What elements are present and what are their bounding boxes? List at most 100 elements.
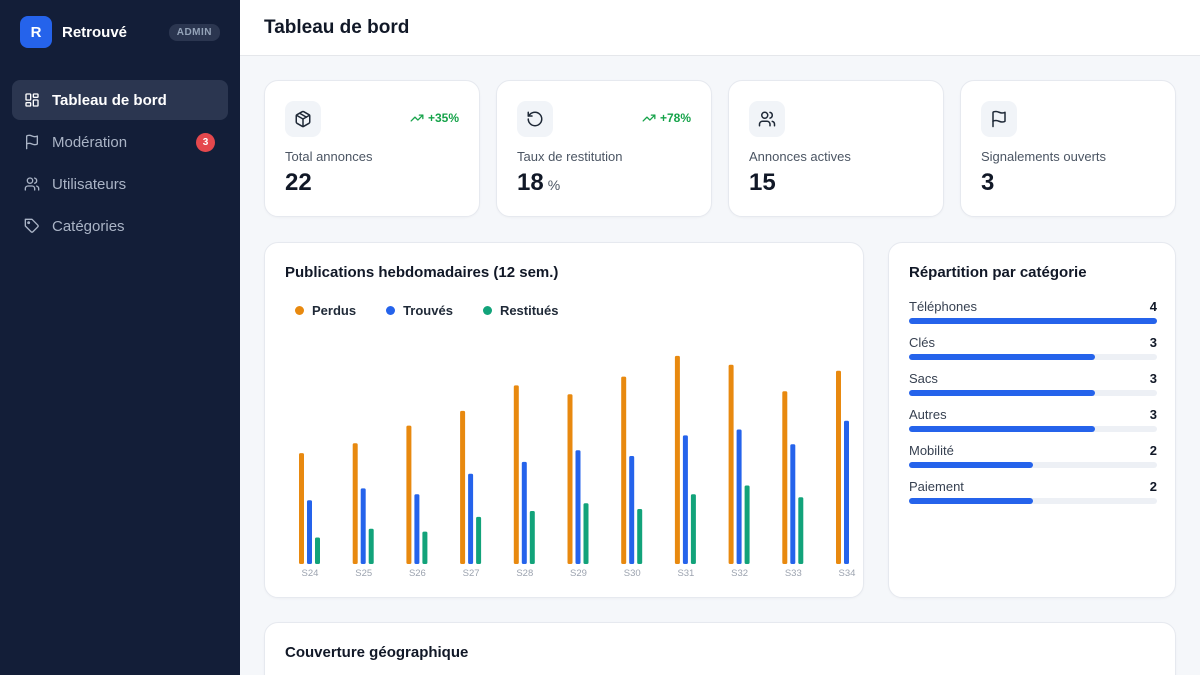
bar-perdus-s30	[621, 376, 627, 564]
stat-number: 3	[981, 169, 995, 196]
category-bar-track	[909, 498, 1157, 504]
category-bar-fill	[909, 354, 1095, 360]
bar-perdus-s28	[513, 385, 519, 564]
category-bar-track	[909, 462, 1157, 468]
bar-perdus-s34	[836, 370, 841, 564]
stat-card-active: Annonces actives 15	[728, 80, 944, 217]
category-bar-fill	[909, 498, 1033, 504]
stat-card-restitution: +78% Taux de restitution 18%	[496, 80, 712, 217]
category-bar-fill	[909, 318, 1157, 324]
chart-title: Publications hebdomadaires (12 sem.)	[285, 264, 559, 281]
bar-trouvés-s29	[575, 450, 581, 564]
legend-item-perdus: Perdus	[295, 303, 356, 318]
tag-icon	[24, 218, 39, 233]
category-bar-fill	[909, 390, 1095, 396]
category-bar-track	[909, 426, 1157, 432]
bar-trouvés-s25	[360, 488, 366, 564]
stat-label: Signalements ouverts	[981, 149, 1107, 164]
legend-label: Perdus	[312, 303, 357, 318]
bar-perdus-s31	[674, 355, 680, 564]
category-count: 2	[1149, 443, 1157, 458]
x-tick-label: S32	[731, 568, 748, 579]
category-name: Mobilité	[909, 443, 954, 458]
bar-trouvés-s34	[844, 420, 849, 564]
category-row: Autres 3	[909, 407, 1157, 443]
geographic-coverage-card: Couverture géographique	[264, 622, 1176, 675]
category-name: Autres	[909, 407, 947, 422]
legend-dot	[482, 306, 492, 315]
stat-value: 18%	[517, 169, 560, 197]
trend-indicator: +78%	[642, 111, 691, 125]
bar-restitués-s26	[422, 531, 428, 564]
users-icon	[24, 177, 40, 191]
stat-card-reports: Signalements ouverts 3	[960, 80, 1176, 217]
stat-value: 22	[285, 169, 312, 197]
sidebar-item-label: Utilisateurs	[52, 175, 127, 193]
brand-name: Retrouvé	[62, 23, 128, 41]
sidebar-item-categories[interactable]: Catégories	[12, 206, 228, 246]
bar-perdus-s29	[567, 394, 573, 564]
bar-restitués-s28	[529, 511, 535, 564]
sidebar-item-users[interactable]: Utilisateurs	[12, 164, 228, 204]
category-row: Sacs 3	[909, 371, 1157, 407]
bar-perdus-s25	[352, 443, 358, 564]
category-bar-track	[909, 318, 1157, 324]
x-tick-label: S24	[302, 568, 319, 579]
category-row: Téléphones 4	[909, 299, 1157, 335]
bar-perdus-s26	[406, 425, 412, 564]
category-count: 3	[1149, 371, 1157, 386]
legend-dot	[386, 306, 396, 315]
bar-restitués-s33	[798, 497, 804, 564]
sidebar-item-label: Catégories	[52, 217, 125, 235]
sidebar-item-dashboard[interactable]: Tableau de bord	[12, 80, 228, 120]
category-count: 4	[1149, 299, 1157, 314]
flag-icon	[992, 110, 1006, 128]
category-count: 2	[1149, 479, 1157, 494]
brand[interactable]: R Retrouvé ADMIN	[20, 16, 220, 48]
stat-label: Total annonces	[285, 149, 373, 164]
legend-item-trouves: Trouvés	[386, 303, 453, 318]
bar-restitués-s24	[315, 537, 320, 564]
rotate-icon	[527, 111, 543, 127]
sidebar-nav: Tableau de bord Modération 3 Utilisateur…	[12, 80, 228, 248]
bar-trouvés-s24	[307, 500, 312, 564]
stat-label: Annonces actives	[749, 149, 851, 164]
category-row: Clés 3	[909, 335, 1157, 371]
top-header: Tableau de bord	[240, 0, 1200, 56]
bar-restitués-s31	[690, 494, 696, 564]
category-count: 3	[1149, 335, 1157, 350]
category-bar-track	[909, 390, 1157, 396]
category-list: Téléphones 4 Clés 3 Sacs 3 Autres 3 Mobi…	[909, 299, 1157, 515]
stat-unit: %	[547, 177, 561, 193]
bar-trouvés-s28	[521, 461, 527, 564]
category-row: Mobilité 2	[909, 443, 1157, 479]
bar-trouvés-s32	[736, 429, 742, 564]
category-name: Clés	[909, 335, 936, 350]
bar-trouvés-s27	[468, 473, 474, 564]
legend-item-restitues: Restitués	[482, 303, 558, 318]
category-count: 3	[1149, 407, 1157, 422]
bar-perdus-s24	[299, 453, 304, 564]
category-name: Téléphones	[909, 299, 977, 314]
x-tick-label: S26	[409, 568, 426, 579]
stat-number: 18	[517, 169, 544, 196]
x-tick-label: S27	[463, 568, 480, 579]
sidebar: R Retrouvé ADMIN Tableau de bord Modérat…	[0, 0, 240, 675]
users-icon	[758, 111, 776, 127]
x-tick-label: S28	[516, 568, 533, 579]
stat-card-total: +35% Total annonces 22	[264, 80, 480, 217]
category-breakdown-card: Répartition par catégorie Téléphones 4 C…	[888, 242, 1176, 598]
weekly-publications-card: S24 S25 S26 S27 S28 S29 S30 S31 S32 S33 S34 Public…	[264, 242, 864, 598]
bar-trouvés-s26	[414, 494, 420, 564]
stat-number: 22	[285, 169, 312, 196]
stat-value: 15	[749, 169, 776, 197]
bar-restitués-s30	[637, 509, 643, 564]
bar-trouvés-s30	[629, 456, 635, 564]
sidebar-item-moderation[interactable]: Modération 3	[12, 122, 228, 162]
category-row: Paiement 2	[909, 479, 1157, 515]
bar-restitués-s32	[744, 485, 750, 564]
category-card-title: Répartition par catégorie	[909, 264, 1087, 281]
x-tick-label: S33	[785, 568, 802, 579]
category-bar-track	[909, 354, 1157, 360]
x-tick-label: S29	[570, 568, 587, 579]
